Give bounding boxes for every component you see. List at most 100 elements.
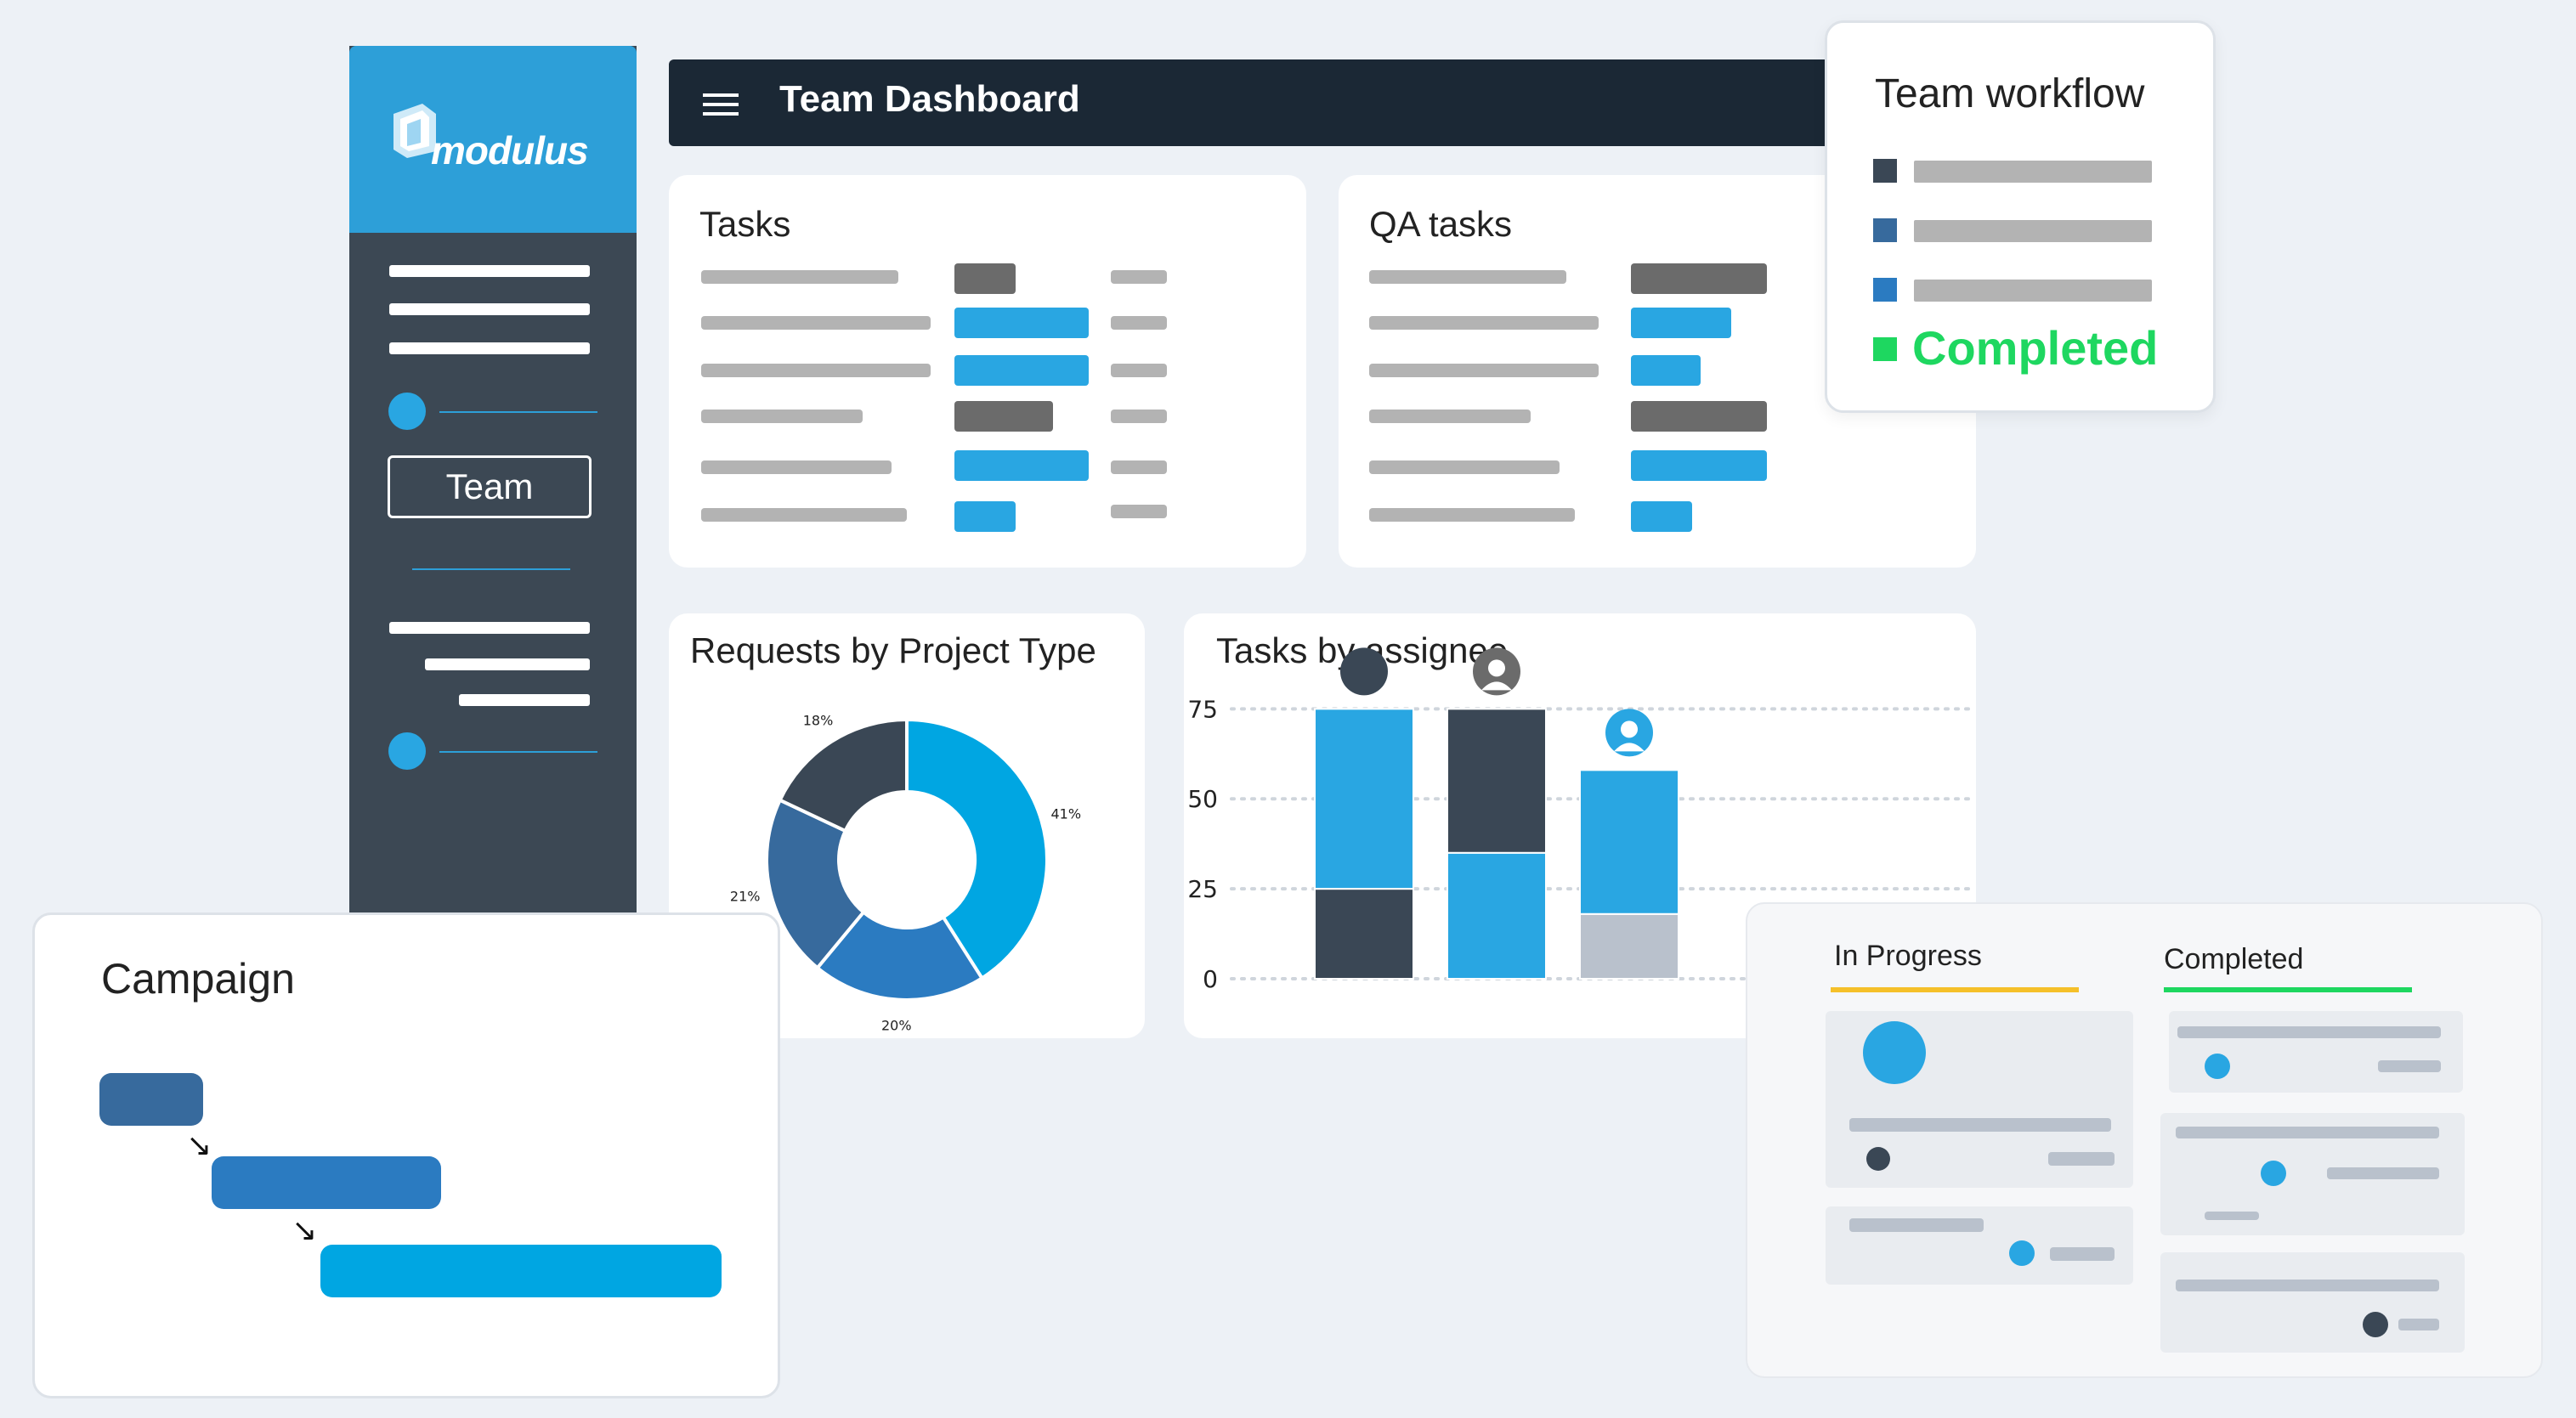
team-workflow-card: Team workflow Completed <box>1825 20 2216 413</box>
row-bar <box>1631 450 1767 481</box>
nav-dot[interactable] <box>388 393 426 430</box>
nav-line <box>389 303 590 315</box>
y-tick-label: 75 <box>1187 695 1218 723</box>
bar-segment[interactable] <box>1314 888 1414 980</box>
row-value <box>1111 364 1167 377</box>
brand-name: modulus <box>431 128 589 172</box>
bar-segment[interactable] <box>1447 708 1547 854</box>
modulus-logo-icon <box>393 104 436 158</box>
task-line <box>2176 1127 2439 1138</box>
donut-slice[interactable] <box>815 909 985 1002</box>
legend-swatch <box>1873 278 1897 302</box>
kanban-task-card[interactable] <box>1826 1011 2133 1188</box>
assignee-dot <box>2363 1312 2388 1337</box>
row-label <box>1369 508 1575 522</box>
row-bar <box>1631 401 1767 432</box>
page-title: Team Dashboard <box>779 78 1080 120</box>
hamburger-menu-icon[interactable] <box>703 93 739 117</box>
nav-line <box>389 342 590 354</box>
donut-chart: 41% 20% 21% 18% <box>730 712 1081 1034</box>
row-label <box>1369 364 1599 377</box>
stacked-bar-chart: 0 25 50 75 <box>1187 647 1976 993</box>
bar-segment[interactable] <box>1447 851 1547 980</box>
gantt-bar[interactable] <box>320 1245 722 1297</box>
assignee-dot <box>2261 1161 2286 1186</box>
kanban-task-card[interactable] <box>1826 1206 2133 1285</box>
assignee-dot <box>2205 1054 2230 1079</box>
row-value <box>1111 505 1167 518</box>
assignee-dot <box>2009 1240 2035 1266</box>
slice-label: 18% <box>803 712 834 728</box>
slice-label: 20% <box>881 1018 912 1034</box>
task-line <box>2327 1167 2439 1179</box>
y-tick-label: 0 <box>1203 965 1218 993</box>
row-value <box>1111 270 1167 284</box>
task-line <box>1849 1118 2111 1132</box>
row-bar <box>954 355 1089 386</box>
row-bar <box>954 401 1053 432</box>
donut-slice[interactable] <box>765 798 866 970</box>
row-bar <box>954 450 1089 481</box>
in-progress-underline <box>1831 987 2079 992</box>
gantt-bar[interactable] <box>212 1156 441 1209</box>
legend-label <box>1914 280 2152 302</box>
campaign-card: Campaign ↘ ↘ <box>32 912 780 1398</box>
team-workflow-title: Team workflow <box>1875 71 2145 116</box>
row-bar <box>1631 263 1767 294</box>
completed-label: Completed <box>1912 321 2159 375</box>
donut-slice[interactable] <box>905 717 1049 981</box>
row-label <box>701 508 907 522</box>
row-bar <box>954 308 1089 338</box>
row-label <box>701 410 863 423</box>
y-tick-label: 50 <box>1187 785 1218 813</box>
assignee-dot <box>1866 1147 1890 1171</box>
slice-label: 41% <box>1050 806 1081 822</box>
row-value <box>1111 410 1167 423</box>
row-value <box>1111 460 1167 474</box>
header-bar: Team Dashboard <box>669 59 1876 146</box>
row-value <box>1111 316 1167 330</box>
bar-segment[interactable] <box>1579 769 1679 915</box>
kanban-card: In Progress Completed <box>1746 902 2543 1378</box>
row-label <box>1369 410 1531 423</box>
legend-swatch <box>1873 218 1897 242</box>
task-line <box>2205 1212 2259 1220</box>
bar-segment[interactable] <box>1579 912 1679 980</box>
row-label <box>1369 460 1560 474</box>
bar-segment[interactable] <box>1314 708 1414 890</box>
nav-divider <box>439 751 597 753</box>
kanban-task-card[interactable] <box>2160 1113 2465 1235</box>
task-line <box>2398 1319 2439 1330</box>
row-label <box>701 364 931 377</box>
brand-bar: modulus <box>349 46 637 233</box>
task-line <box>2050 1247 2115 1261</box>
row-bar <box>1631 308 1731 338</box>
legend-label <box>1914 220 2152 242</box>
gantt-bar[interactable] <box>99 1073 203 1126</box>
team-button[interactable]: Team <box>388 455 592 518</box>
kanban-task-card[interactable] <box>2169 1011 2463 1093</box>
row-label <box>701 270 898 284</box>
y-tick-label: 25 <box>1187 875 1218 903</box>
nav-line <box>389 622 590 634</box>
qa-tasks-card: QA tasks <box>1339 175 1976 568</box>
task-line <box>1849 1218 1984 1232</box>
column-header-completed: Completed <box>2164 943 2304 975</box>
completed-underline <box>2164 987 2412 992</box>
row-bar <box>1631 501 1692 532</box>
arrow-down-right-icon: ↘ <box>186 1127 212 1162</box>
nav-dot[interactable] <box>388 732 426 770</box>
qa-tasks-title: QA tasks <box>1369 204 1513 244</box>
avatar <box>1863 1021 1926 1084</box>
nav-line <box>425 658 590 670</box>
row-bar <box>954 501 1016 532</box>
row-bar <box>954 263 1016 294</box>
kanban-task-card[interactable] <box>2160 1252 2465 1353</box>
legend-label <box>1914 161 2152 183</box>
completed-swatch <box>1873 337 1897 361</box>
campaign-title: Campaign <box>101 955 295 1003</box>
row-label <box>701 316 931 330</box>
nav-line <box>459 694 590 706</box>
nav-divider <box>439 411 597 413</box>
donut-slice[interactable] <box>778 717 909 833</box>
